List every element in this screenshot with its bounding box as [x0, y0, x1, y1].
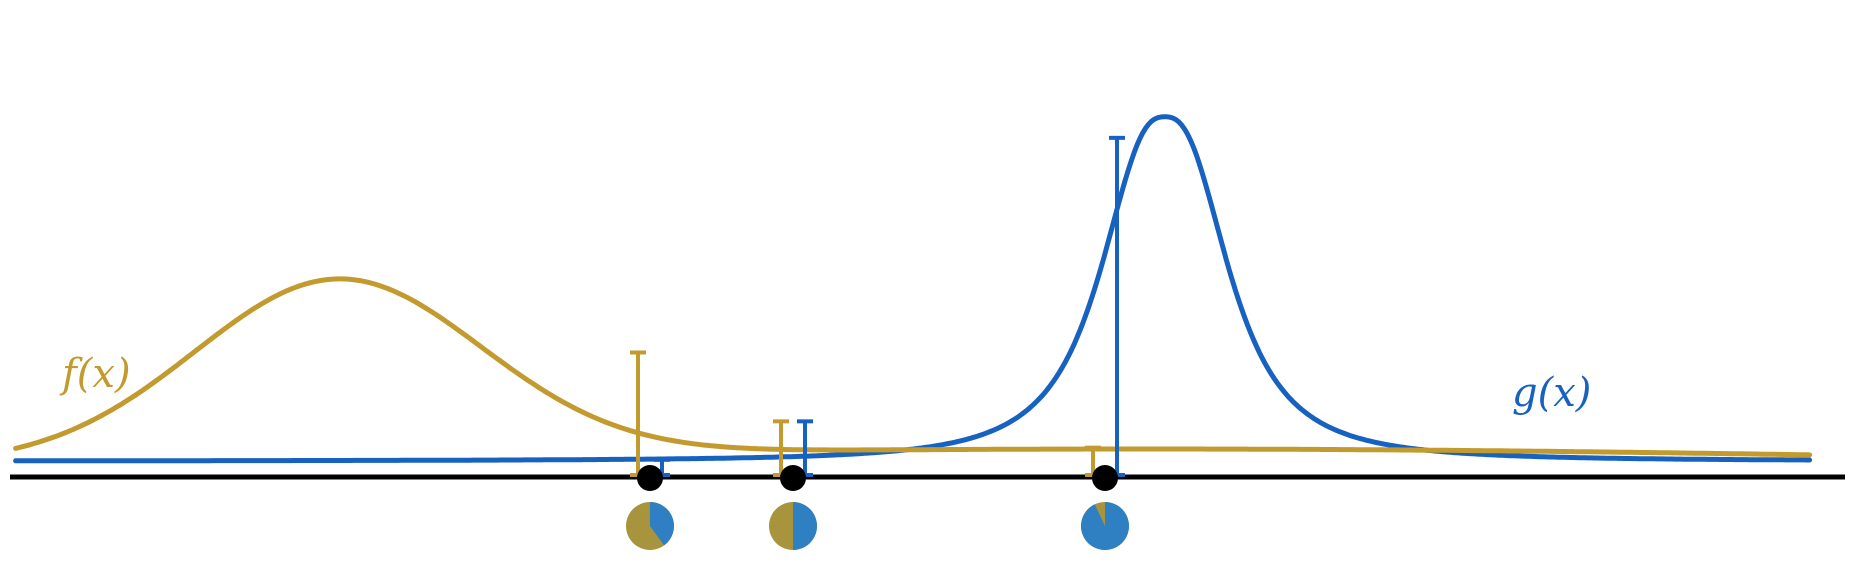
f-label: f(x)	[59, 351, 131, 397]
pie-g-share	[1080, 502, 1129, 550]
g-label: g(x)	[1512, 370, 1591, 416]
sample-point	[637, 465, 663, 491]
sample-point	[780, 465, 806, 491]
f-curve	[13, 276, 1813, 458]
sample-point	[1092, 465, 1118, 491]
pie-g-share	[793, 502, 817, 550]
pie-g-share	[650, 502, 675, 546]
samples-layer	[626, 135, 1129, 550]
